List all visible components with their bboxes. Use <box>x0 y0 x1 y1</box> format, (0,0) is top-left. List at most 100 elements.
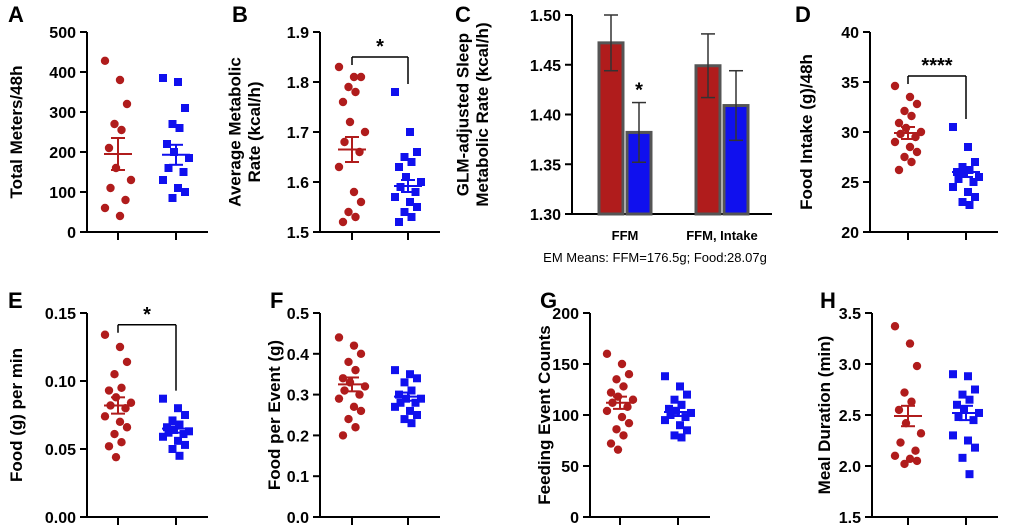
panel-h-group2-point <box>958 453 967 462</box>
panel-a-group1-point <box>117 125 126 135</box>
panel-f-group1-point <box>344 414 353 424</box>
panel-e-group1-point <box>110 429 119 439</box>
panel-h-group2-point <box>971 443 979 452</box>
panel-f-group1-point <box>338 374 348 383</box>
panel-h-y-axis-label: Meal Duration (min) <box>815 336 834 495</box>
panel-b-group2-point <box>411 188 420 196</box>
panel-c-y-tick-label: 1.30 <box>530 207 561 224</box>
panel-f-group1-point <box>351 423 360 432</box>
panel-f-group2-point <box>396 398 405 407</box>
panel-g-group1-point <box>606 388 616 397</box>
panel-g-y-tick-label: 50 <box>561 459 579 476</box>
panel-g-letter: G <box>540 288 557 313</box>
panel-d-group2-point <box>949 183 957 191</box>
panel-b-group2-point <box>413 203 421 211</box>
panel-b-group1-point <box>344 207 353 217</box>
panel-h-group2-point <box>971 385 979 394</box>
panel-d-group1-point <box>900 106 909 116</box>
panel-a-group1-point <box>104 143 114 153</box>
panel-d-group1-point <box>905 142 915 152</box>
panel-b-y-tick-label: 1.5 <box>287 225 309 242</box>
panel-h-group1-point <box>900 459 909 469</box>
panel-h-y-tick-label: 1.5 <box>839 510 861 527</box>
panel-g-group1-point <box>617 359 627 369</box>
panel-g-group1-point <box>624 370 634 379</box>
panel-d-y-tick-label: 20 <box>841 225 859 242</box>
panel-a-group2-point <box>174 78 182 86</box>
panel-a-group2-point <box>163 140 171 148</box>
panel-b-group2-point <box>407 158 416 166</box>
panel-f-group2-point <box>391 366 399 375</box>
panel-e-group1-point <box>110 370 119 379</box>
panel-b-group1-point <box>351 87 360 97</box>
panel-d-group2-point <box>958 198 967 206</box>
panel-d-y-tick-label: 30 <box>841 125 859 142</box>
panel-g-group1-point <box>602 406 612 416</box>
panel-c-category-label: FFM <box>612 228 639 243</box>
panel-a-group1-point <box>100 203 110 213</box>
panel-g-group1-point <box>624 418 634 428</box>
panel-a-group2-point <box>179 168 188 176</box>
panel-e-y-tick-label: 0.05 <box>45 442 76 459</box>
panel-h-group2-point <box>965 395 974 404</box>
panel-f-group2-point <box>407 419 416 428</box>
panel-g-group2-point <box>681 413 690 422</box>
panel-f-group2-point <box>417 394 425 403</box>
panel-g-group2-point <box>670 395 679 404</box>
panel-h-group1-point <box>911 446 920 455</box>
panel-h-y-tick-label: 2.0 <box>839 459 861 476</box>
panel-g-group1-point <box>612 425 621 434</box>
panel-g-group2-point <box>661 372 669 381</box>
panel-f-group2-point <box>411 398 420 407</box>
panel-b-group2-point <box>406 128 414 136</box>
panel-c-y-tick-label: 1.50 <box>530 8 561 25</box>
panel-g-group2-point <box>687 408 695 417</box>
panel-b-y-tick-label: 1.6 <box>287 175 309 192</box>
panel-h-group2-point <box>949 370 957 379</box>
panel-e-group1-point <box>104 386 114 395</box>
panel-b-group2-point <box>391 193 399 201</box>
panel-a-y-tick-label: 400 <box>49 65 76 82</box>
panel-h-y-tick-label: 3.5 <box>839 306 861 323</box>
panel-h-group1-point <box>900 388 909 397</box>
panel-g-y-tick-label: 150 <box>552 357 579 374</box>
panel-e-group1-point <box>104 442 114 451</box>
panel-a-group2-point <box>181 104 189 112</box>
panel-d-group1-point <box>912 147 922 157</box>
panel-a-y-tick-label: 500 <box>49 25 76 42</box>
panel-f-y-tick-label: 0.2 <box>287 428 309 445</box>
panel-a-y-tick-label: 300 <box>49 105 76 122</box>
panel-f-group1-point <box>351 365 360 375</box>
panel-h-group1-point <box>890 451 900 460</box>
panel-h-group1-point <box>905 339 915 348</box>
panel-h-group2-point <box>949 431 957 440</box>
panel-b-group2-point <box>400 208 409 216</box>
panel-e-group2-point <box>174 436 182 445</box>
panel-b-y-tick-label: 1.7 <box>287 125 309 142</box>
panel-d-group2-point <box>964 143 972 151</box>
panel-c-y-tick-label: 1.35 <box>530 157 561 174</box>
panel-e-group2-point <box>168 416 177 425</box>
panel-a-group2-point <box>159 74 167 82</box>
panel-d-group1-point <box>907 111 916 121</box>
panel-b-group2-point <box>402 173 410 181</box>
panel-b-group1-point <box>360 127 370 137</box>
panel-f-group2-point <box>413 411 421 419</box>
panel-a-group2-point <box>168 194 177 202</box>
panel-e-significance-label: * <box>143 304 151 326</box>
panel-b-group1-point <box>356 72 366 82</box>
panel-d-group1-point <box>890 81 900 91</box>
panel-f-group2-point <box>400 378 409 387</box>
panel-d-group2-point <box>954 175 963 183</box>
panel-h-group1-point <box>912 361 922 371</box>
panel-h-group2-point <box>964 436 972 445</box>
panel-f-y-tick-label: 0.0 <box>287 510 309 527</box>
panel-d-significance-label: **** <box>921 55 952 77</box>
panel-b-group1-point <box>338 97 348 107</box>
panel-b-group1-point <box>349 72 359 82</box>
panel-e-group1-point <box>122 423 132 432</box>
panel-b-group2-point <box>395 218 403 226</box>
panel-a-group2-point <box>185 154 193 162</box>
panel-a-group2-point <box>181 188 189 196</box>
panel-g-group2-point <box>676 382 684 391</box>
